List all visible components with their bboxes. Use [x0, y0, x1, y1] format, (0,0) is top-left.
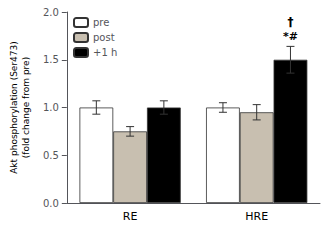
svg-text:pre: pre	[93, 17, 109, 28]
svg-text:2.0: 2.0	[43, 7, 59, 18]
svg-text:0.0: 0.0	[43, 198, 59, 209]
svg-text:+1 h: +1 h	[93, 47, 117, 58]
svg-text:1.0: 1.0	[43, 102, 59, 113]
svg-text:Akt phosphorylation (Ser473): Akt phosphorylation (Ser473)	[9, 41, 19, 174]
svg-text:RE: RE	[123, 210, 138, 223]
svg-text:HRE: HRE	[245, 210, 268, 223]
svg-text:1.5: 1.5	[43, 54, 59, 65]
svg-text:*#: *#	[283, 30, 298, 43]
svg-text:0.5: 0.5	[43, 150, 59, 161]
svg-text:(fold change from pre): (fold change from pre)	[21, 57, 31, 158]
svg-text:post: post	[93, 32, 115, 43]
svg-text:†: †	[287, 15, 293, 29]
